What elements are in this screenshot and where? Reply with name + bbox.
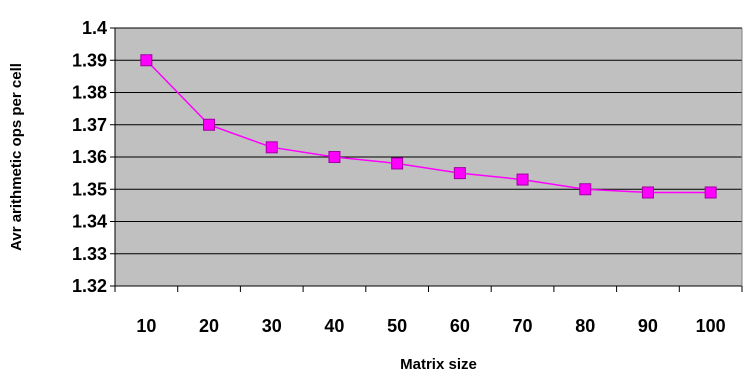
x-tick-label: 70	[513, 316, 533, 336]
y-tick-label: 1.34	[72, 212, 107, 232]
y-tick-label: 1.39	[72, 50, 107, 70]
data-point-marker	[704, 186, 717, 199]
x-tick-label: 100	[696, 316, 726, 336]
y-tick-label: 1.36	[72, 147, 107, 167]
x-tick-label: 30	[262, 316, 282, 336]
series-line	[145, 59, 711, 194]
x-tick-label: 90	[638, 316, 658, 336]
data-point-marker	[265, 141, 278, 154]
data-point-marker	[579, 183, 592, 196]
series-markers	[140, 54, 717, 199]
y-axis-title: Avr arithmetic ops per cell	[8, 63, 25, 251]
data-point-marker	[391, 157, 404, 170]
data-point-marker	[203, 118, 216, 131]
data-point-marker	[453, 167, 466, 180]
data-point-marker	[641, 186, 654, 199]
data-point-marker	[328, 151, 341, 163]
x-tick-label: 20	[199, 316, 219, 336]
x-tick-label: 10	[136, 316, 156, 336]
gridlines	[115, 27, 742, 255]
y-tick-label: 1.37	[72, 115, 107, 135]
x-tick-label: 50	[387, 316, 407, 336]
data-point-marker	[516, 173, 529, 186]
x-tick-label: 80	[575, 316, 595, 336]
y-tick-label: 1.35	[72, 179, 107, 199]
data-point-marker	[140, 54, 153, 67]
x-tick-label: 40	[324, 316, 344, 336]
y-tick-label: 1.32	[72, 276, 107, 296]
axes	[110, 27, 743, 292]
x-tick-labels: 10 20 30 40 50 60 70 80 90 100	[136, 316, 725, 336]
x-axis-title: Matrix size	[400, 356, 477, 373]
y-tick-label: 1.4	[82, 18, 107, 38]
y-tick-labels: 1.32 1.33 1.34 1.35 1.36 1.37 1.38 1.39 1.4	[72, 18, 107, 296]
y-tick-label: 1.38	[72, 83, 107, 103]
y-tick-label: 1.33	[72, 244, 107, 264]
x-tick-label: 60	[450, 316, 470, 336]
